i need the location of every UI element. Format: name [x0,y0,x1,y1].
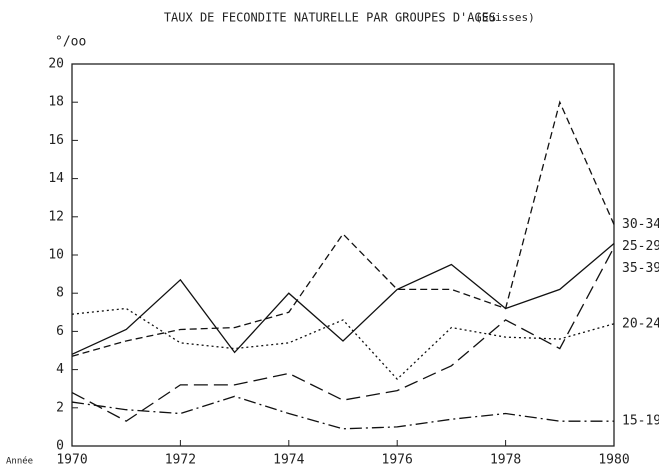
plot-frame [71,63,615,447]
series-label: 15-19 [622,414,659,429]
series-label: 25-29 [622,239,659,254]
y-tick-label: 0 [56,439,64,454]
series-line [71,243,615,355]
y-axis-label: °/oo [55,35,86,50]
x-tick-label: 1970 [56,453,87,468]
series-label: 35-39 [622,261,659,276]
y-tick-label: 2 [56,400,64,415]
y-tick-label: 16 [48,133,64,148]
chart-title: TAUX DE FECONDITE NATURELLE PAR GROUPES … [164,11,496,25]
y-tick-label: 12 [48,209,64,224]
series-label: 20-24 [622,316,659,331]
series-line [71,307,615,381]
y-tick-label: 14 [48,171,64,186]
x-tick-label: 1972 [165,453,196,468]
x-tick-label: 1974 [273,453,304,468]
series-label: 30-34 [622,217,659,232]
y-tick-label: 8 [56,286,64,301]
series-line [71,100,615,357]
y-tick-label: 6 [56,324,64,339]
chart-subtitle: (Suisses) [475,11,535,24]
y-tick-label: 10 [48,248,64,263]
series-line [71,395,614,430]
x-tick-label: 1978 [490,453,521,468]
series-line [71,247,615,422]
x-tick-label: 1976 [382,453,413,468]
y-tick-label: 4 [56,362,64,377]
x-tick-label: 1980 [598,453,629,468]
y-tick-label: 20 [48,57,64,72]
x-axis-label: Année [6,456,33,467]
y-tick-label: 18 [48,95,64,110]
